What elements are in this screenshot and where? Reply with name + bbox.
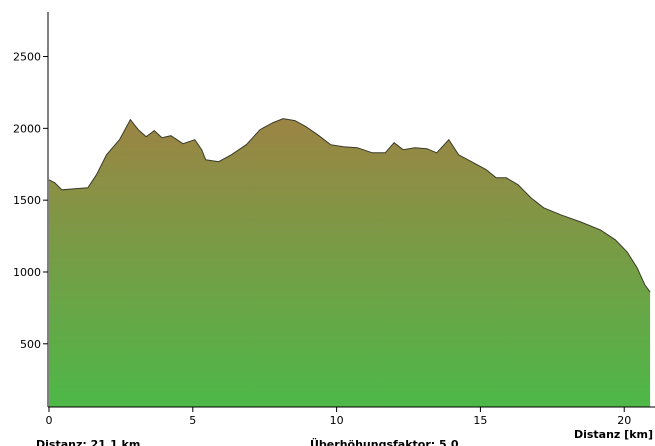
footer-distance: Distanz: 21.1 km <box>36 438 140 446</box>
x-axis-label: Distanz [km] <box>574 428 653 441</box>
y-tick-label: 1000 <box>13 266 41 279</box>
y-tick-label: 1500 <box>13 194 41 207</box>
elevation-area <box>49 118 651 407</box>
x-tick-label: 20 <box>617 414 631 427</box>
y-tick-label: 500 <box>20 338 41 351</box>
x-tick-label: 10 <box>330 414 344 427</box>
x-tick-label: 5 <box>189 414 196 427</box>
x-tick-label: 15 <box>473 414 487 427</box>
footer-factor: Überhöhungsfaktor: 5.0 <box>310 437 459 446</box>
elevation-line <box>48 118 651 293</box>
y-tick-label: 2000 <box>13 122 41 135</box>
x-tick-label: 0 <box>46 414 53 427</box>
y-tick-label: 2500 <box>13 51 41 64</box>
